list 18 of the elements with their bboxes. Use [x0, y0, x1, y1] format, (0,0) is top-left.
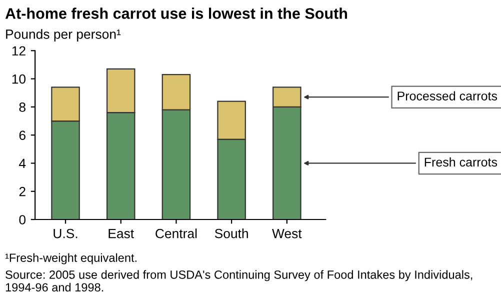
y-tick-label: 12 — [12, 46, 26, 56]
y-tick-label: 10 — [12, 74, 26, 84]
chart-title: At-home fresh carrot use is lowest in the South — [5, 8, 348, 19]
y-tick-label: 4 — [19, 158, 26, 168]
y-tick-label: 8 — [19, 102, 26, 112]
x-tick-label: South — [214, 228, 248, 238]
source-note: Source: 2005 use derived from USDA's Continuing Survey of Food Intakes by Individuals, 1994-96 and 1998. — [6, 270, 472, 292]
y-tick-label: 6 — [19, 130, 26, 140]
text: Fresh carrots — [424, 157, 498, 167]
y-axis-title: Pounds per person¹ — [6, 29, 121, 42]
x-tick-label: Central — [156, 228, 197, 238]
x-tick-label: East — [108, 229, 134, 238]
x-tick-label: West — [272, 229, 302, 238]
y-tick-label: 0 — [19, 215, 26, 224]
text: Processed carrots — [398, 91, 498, 100]
text: ¹Fresh-weight equivalent. — [5, 253, 136, 264]
y-tick-label: 2 — [19, 186, 26, 196]
x-tick-label: U.S. — [54, 228, 78, 238]
